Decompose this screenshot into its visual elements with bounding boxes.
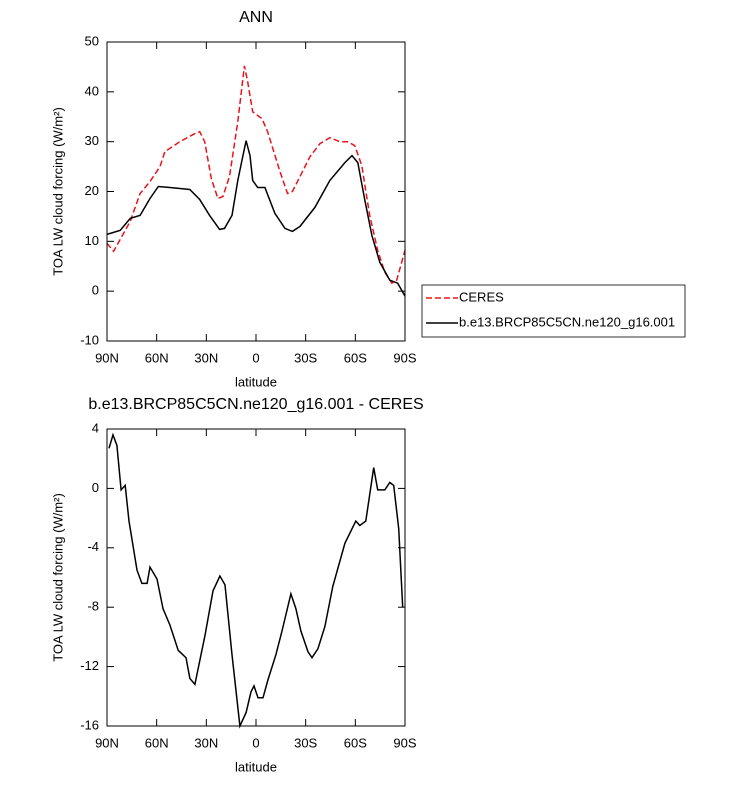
data-line bbox=[106, 65, 406, 285]
legend-box bbox=[421, 284, 686, 338]
data-line bbox=[106, 140, 406, 297]
x-tick-label: 90N bbox=[95, 350, 119, 365]
y-tick-label: -10 bbox=[80, 332, 99, 347]
x-tick-label: 90S bbox=[393, 350, 416, 365]
y-tick-label: -12 bbox=[80, 658, 99, 673]
legend-label: b.e13.BRCP85C5CN.ne120_g16.001 bbox=[459, 314, 675, 329]
x-tick-label: 0 bbox=[252, 735, 259, 750]
x-tick-label: 30N bbox=[194, 350, 218, 365]
chart-title: ANN bbox=[239, 9, 273, 26]
x-tick-label: 60N bbox=[145, 735, 169, 750]
y-tick-label: 0 bbox=[92, 283, 99, 298]
y-axis-label: TOA LW cloud forcing (W/m²) bbox=[50, 493, 65, 662]
x-tick-label: 0 bbox=[252, 350, 259, 365]
y-tick-label: -4 bbox=[87, 539, 99, 554]
x-tick-label: 30S bbox=[294, 735, 317, 750]
y-tick-label: 30 bbox=[85, 133, 99, 148]
y-tick-label: 4 bbox=[92, 420, 99, 435]
x-tick-label: 30S bbox=[294, 350, 317, 365]
x-axis-label: latitude bbox=[235, 374, 277, 389]
y-tick-label: -8 bbox=[87, 599, 99, 614]
y-tick-label: 50 bbox=[85, 33, 99, 48]
x-tick-label: 60S bbox=[344, 350, 367, 365]
chart-title: b.e13.BRCP85C5CN.ne120_g16.001 - CERES bbox=[88, 396, 423, 413]
x-tick-label: 60N bbox=[145, 350, 169, 365]
legend-label: CERES bbox=[459, 289, 504, 304]
x-tick-label: 60S bbox=[344, 735, 367, 750]
y-tick-label: 10 bbox=[85, 233, 99, 248]
y-tick-label: 20 bbox=[85, 183, 99, 198]
y-tick-label: 0 bbox=[92, 480, 99, 495]
x-tick-label: 90S bbox=[393, 735, 416, 750]
y-axis-label: TOA LW cloud forcing (W/m²) bbox=[50, 107, 65, 276]
x-axis-label: latitude bbox=[235, 759, 277, 774]
plot-frame bbox=[106, 428, 406, 727]
x-tick-label: 90N bbox=[95, 735, 119, 750]
y-tick-label: 40 bbox=[85, 83, 99, 98]
plot-frame bbox=[106, 41, 406, 342]
x-tick-label: 30N bbox=[194, 735, 218, 750]
y-tick-label: -16 bbox=[80, 717, 99, 732]
data-line bbox=[108, 432, 404, 729]
